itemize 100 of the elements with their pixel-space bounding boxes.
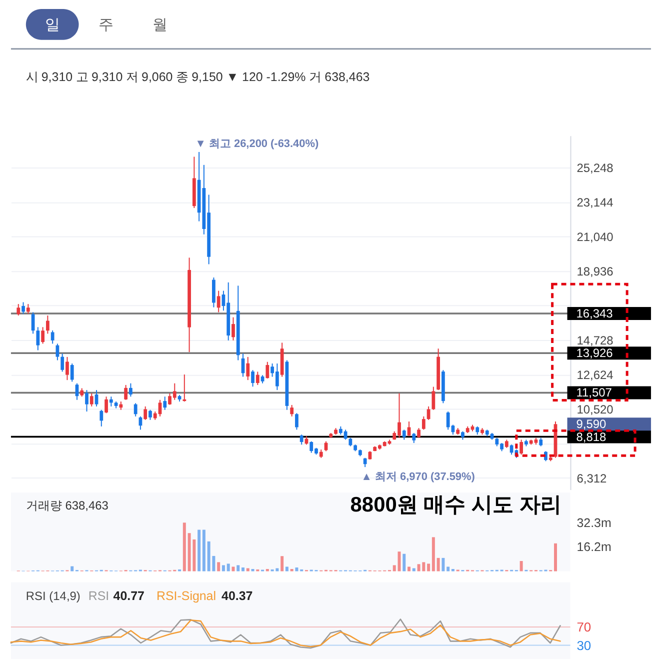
candlestick xyxy=(417,428,420,438)
candlestick xyxy=(134,402,138,417)
bar xyxy=(226,564,230,572)
candlestick xyxy=(94,390,98,407)
ref-line-label: 11,507 xyxy=(576,386,612,400)
bar xyxy=(285,566,288,572)
candlestick xyxy=(426,406,430,420)
text: 일 xyxy=(44,16,60,34)
candlestick xyxy=(182,374,186,402)
candlestick xyxy=(36,326,40,351)
y-tick-label: 14,728 xyxy=(576,333,614,348)
candlestick xyxy=(60,353,64,372)
candlestick xyxy=(295,412,298,430)
candlestick xyxy=(432,386,436,410)
bar xyxy=(202,530,206,572)
text: 주 xyxy=(98,16,114,34)
bar xyxy=(222,565,225,572)
candlestick xyxy=(256,371,260,386)
candlestick xyxy=(22,302,25,314)
bar xyxy=(442,558,445,572)
bar xyxy=(412,568,416,572)
bar xyxy=(290,568,294,572)
bar xyxy=(392,565,396,572)
candlestick xyxy=(266,361,270,379)
y-tick-label: 10,520 xyxy=(576,402,614,416)
y-tick-label: 18,936 xyxy=(576,264,614,278)
bar xyxy=(436,558,440,572)
bar xyxy=(446,566,450,572)
candlestick xyxy=(363,457,367,468)
candlestick xyxy=(144,406,148,420)
bar xyxy=(182,522,186,572)
text: 월 xyxy=(152,16,168,34)
candlestick xyxy=(129,382,132,398)
y-tick-label: 30 xyxy=(576,638,592,653)
candlestick xyxy=(232,316,235,341)
bar xyxy=(432,537,435,572)
candlestick xyxy=(407,421,411,437)
bar xyxy=(70,566,74,572)
candlestick xyxy=(90,392,94,407)
annotation: 8800원 매수 시도 자리 xyxy=(350,493,562,516)
candlestick xyxy=(46,315,50,334)
annotation: ▼ 최고 26,200 (-63.40%) xyxy=(195,138,319,150)
y-tick-label: 6,312 xyxy=(576,471,607,486)
text: RSI (14,9) xyxy=(26,589,80,604)
bar xyxy=(198,530,201,572)
bar xyxy=(427,564,430,572)
annotation: 40.37 xyxy=(222,589,253,604)
ref-line-label: 13,926 xyxy=(576,346,614,360)
bar xyxy=(246,568,250,572)
bar xyxy=(520,560,523,572)
candlestick xyxy=(50,330,54,344)
bar xyxy=(217,562,220,572)
candlestick xyxy=(251,370,254,388)
text: RSI xyxy=(88,589,110,604)
candlestick xyxy=(148,409,152,420)
y-tick-label: 21,040 xyxy=(576,230,614,244)
candlestick xyxy=(163,396,167,410)
series-label: RSI-Signal xyxy=(156,589,216,604)
candlestick xyxy=(70,363,74,382)
candlestick xyxy=(216,290,220,313)
text: 거래량 638,463 xyxy=(26,498,109,512)
y-tick-label: 16.2m xyxy=(576,540,612,554)
bar xyxy=(554,543,557,572)
y-tick-label: 32.3m xyxy=(576,516,612,530)
annotation: ▲ 최저 6,970 (37.59%) xyxy=(361,471,476,484)
bar xyxy=(236,565,240,572)
candlestick xyxy=(422,416,426,430)
y-tick-label: 25,248 xyxy=(576,161,614,176)
bar xyxy=(451,568,454,572)
candlestick xyxy=(290,404,294,417)
candlestick xyxy=(246,356,250,381)
bar xyxy=(251,568,254,572)
candlestick xyxy=(41,326,44,344)
candlestick xyxy=(109,396,113,407)
candlestick xyxy=(85,390,88,412)
candlestick xyxy=(104,396,108,414)
y-tick-label: 23,144 xyxy=(576,196,614,210)
bar xyxy=(280,556,284,572)
chart-subtitle: 시 9,310 고 9,310 저 9,060 종 9,150 ▼ 120 -1.29% 거 638,463 xyxy=(26,70,370,84)
text: 9,590 xyxy=(576,417,606,432)
ref-line-label: 8,818 xyxy=(576,430,606,444)
candlestick xyxy=(16,304,20,316)
bar xyxy=(232,566,235,572)
bar xyxy=(408,566,411,572)
bar xyxy=(402,554,406,572)
candlestick xyxy=(124,384,128,400)
bar xyxy=(295,567,298,572)
candlestick xyxy=(300,434,304,446)
candlestick xyxy=(412,432,416,444)
candlestick xyxy=(212,276,216,308)
y-tick-label: 70 xyxy=(576,619,592,634)
y-tick-label: 12,624 xyxy=(576,368,614,382)
annotation: 40.77 xyxy=(113,589,145,604)
candlestick xyxy=(402,429,406,440)
candlestick xyxy=(520,439,524,456)
bar xyxy=(266,568,269,572)
bar xyxy=(242,567,244,572)
candlestick xyxy=(26,304,30,314)
candlestick xyxy=(100,409,104,427)
candlestick xyxy=(66,356,69,381)
